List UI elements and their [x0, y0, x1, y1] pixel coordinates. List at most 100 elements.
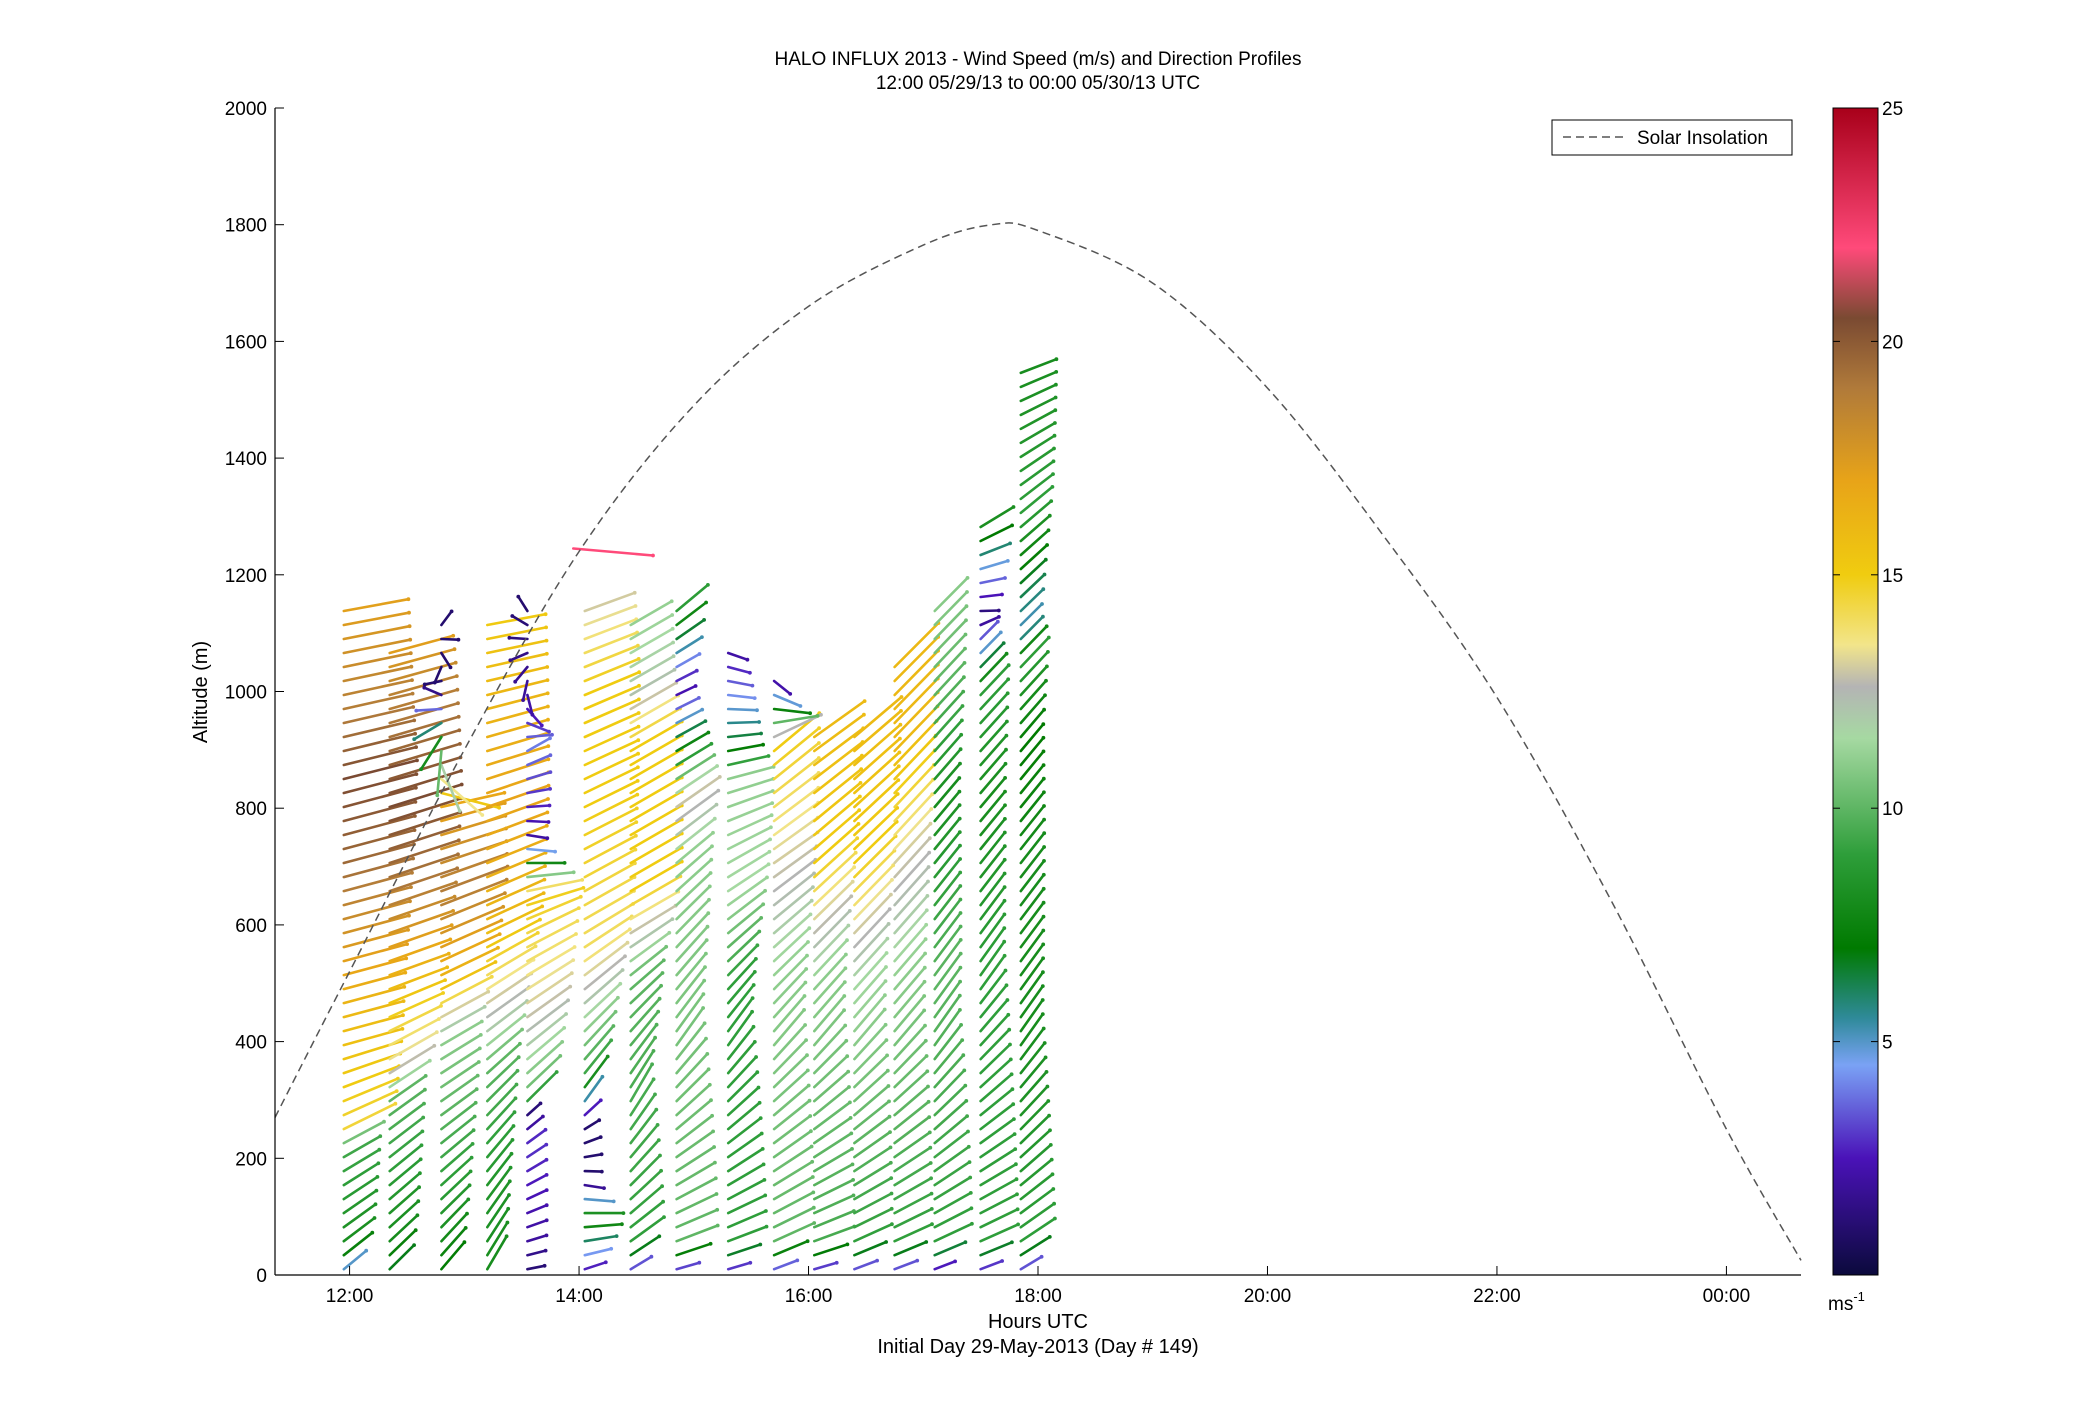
- wind-barb-head: [427, 1058, 432, 1063]
- wind-barb: [726, 957, 758, 991]
- wind-barb-head: [846, 923, 851, 928]
- wind-barb: [853, 1069, 890, 1103]
- wind-barb-head: [548, 736, 552, 741]
- wind-barb-head: [862, 699, 867, 703]
- wind-barb-head: [462, 1240, 467, 1245]
- wind-barb-head: [378, 1134, 383, 1139]
- wind-barb: [675, 669, 699, 683]
- wind-barb: [893, 937, 927, 977]
- wind-barb-head: [636, 657, 641, 661]
- wind-barb: [812, 1008, 846, 1047]
- wind-barb-head: [703, 965, 707, 969]
- wind-barb: [1019, 970, 1045, 1005]
- wind-barb: [675, 1098, 713, 1131]
- wind-barb: [933, 1053, 965, 1089]
- wind-barb: [853, 878, 894, 921]
- wind-barb-head: [418, 1171, 422, 1176]
- wind-barb-head: [709, 1098, 713, 1103]
- wind-barb-head: [456, 637, 461, 642]
- wind-barb-head: [635, 779, 640, 783]
- wind-barb: [388, 909, 455, 935]
- wind-barb-head: [451, 909, 455, 913]
- wind-barb: [1019, 1056, 1047, 1089]
- wind-barb: [933, 618, 968, 655]
- wind-barb: [675, 583, 710, 613]
- wind-barb: [388, 895, 456, 921]
- wind-barb: [812, 836, 859, 879]
- wind-barb-head: [1046, 635, 1051, 640]
- wind-barb: [583, 752, 640, 781]
- wind-barb: [812, 1178, 855, 1201]
- wind-barb: [1019, 804, 1046, 837]
- wind-barb: [342, 786, 418, 809]
- wind-barb: [675, 789, 720, 823]
- wind-barb-head: [441, 991, 445, 995]
- wind-barb: [342, 705, 415, 725]
- wind-barb: [388, 1088, 427, 1117]
- wind-barb-head: [422, 682, 427, 687]
- wind-barb-head: [807, 926, 812, 931]
- wind-barb: [675, 731, 710, 753]
- wind-barb: [583, 927, 632, 963]
- wind-barb: [342, 928, 410, 949]
- wind-barb-head: [562, 861, 567, 865]
- wind-barb: [526, 985, 572, 1019]
- wind-barb: [342, 772, 418, 795]
- wind-barb: [485, 1152, 513, 1187]
- wind-barb-head: [580, 878, 585, 882]
- wind-barb-head: [958, 965, 963, 970]
- wind-barb-head: [544, 625, 548, 630]
- wind-barb-head: [958, 884, 963, 888]
- wind-barb: [342, 999, 405, 1019]
- wind-barb-head: [697, 652, 702, 656]
- wind-barb: [1019, 485, 1054, 515]
- wind-barb: [485, 678, 549, 697]
- wind-barb: [342, 1102, 397, 1131]
- wind-barb-head: [1046, 1099, 1051, 1103]
- wind-barb: [583, 657, 641, 683]
- wind-barb: [485, 811, 549, 837]
- wind-barb: [440, 1087, 479, 1117]
- wind-barb: [772, 967, 808, 1005]
- wind-barb: [675, 858, 713, 893]
- wind-barb: [772, 1129, 813, 1159]
- wind-barb-head: [849, 894, 854, 899]
- wind-barb-head: [958, 843, 962, 848]
- wind-barb-head: [1042, 817, 1046, 822]
- wind-barb-head: [546, 820, 551, 824]
- wind-barb-head: [546, 757, 551, 762]
- wind-barb-head: [1011, 505, 1016, 509]
- wind-barb: [675, 1021, 706, 1061]
- wind-barb: [772, 1084, 811, 1117]
- wind-barb: [526, 787, 552, 795]
- wind-barb: [583, 915, 634, 949]
- wind-barb: [812, 1147, 854, 1173]
- wind-barb-head: [704, 1036, 708, 1041]
- wind-barb-head: [432, 680, 437, 685]
- wind-barb-head: [697, 1260, 702, 1265]
- wind-barb-head: [546, 797, 550, 801]
- wind-barb: [979, 1043, 1012, 1075]
- wind-barb-head: [1052, 446, 1056, 451]
- wind-barb: [812, 1070, 850, 1103]
- wind-barb-head: [569, 971, 574, 976]
- wind-barb-head: [889, 1176, 894, 1180]
- wind-barb: [979, 1102, 1015, 1131]
- wind-barb: [526, 958, 575, 991]
- wind-barb-head: [544, 1157, 549, 1162]
- wind-barb-head: [602, 1186, 606, 1190]
- wind-barb-head: [1041, 928, 1046, 933]
- wind-barb-head: [1002, 912, 1007, 917]
- wind-barb-head: [496, 945, 500, 950]
- wind-barb: [893, 1131, 932, 1159]
- wind-barb: [526, 1249, 547, 1257]
- colorbar-tick-label: 10: [1882, 799, 1903, 820]
- wind-barb-head: [1000, 1259, 1004, 1263]
- wind-barb: [675, 601, 708, 627]
- wind-barb-head: [1044, 1070, 1049, 1074]
- wind-barb-head: [660, 971, 665, 975]
- wind-barb: [1019, 573, 1046, 599]
- wind-barb: [812, 1054, 849, 1089]
- wind-barb-head: [964, 604, 969, 609]
- wind-barb-head: [857, 808, 862, 813]
